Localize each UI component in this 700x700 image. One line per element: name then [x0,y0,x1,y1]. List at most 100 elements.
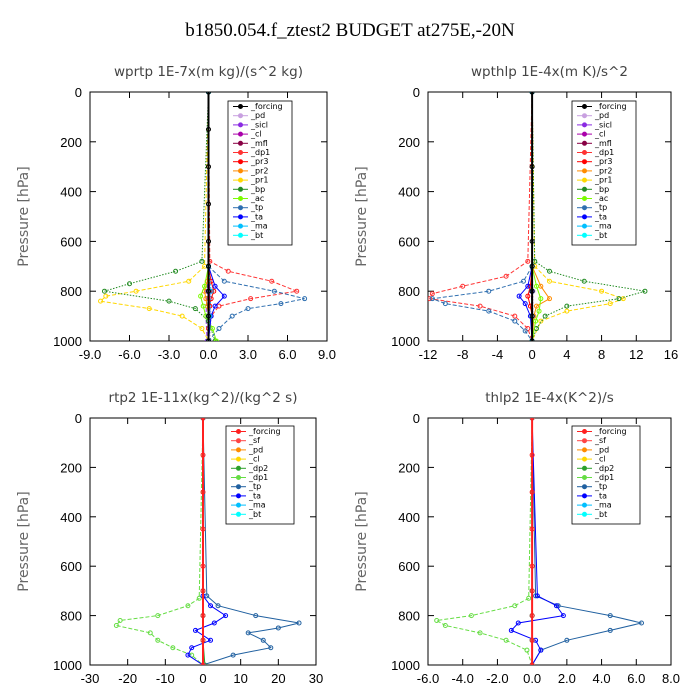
chart-3: rtp2 1E-11x(kg^2)/(kg^2 s) Pressure [hPa]… [16,390,323,686]
data-point-dp1 [434,618,440,624]
data-point-tp [607,627,613,633]
x-tick-label: 0.0 [199,347,217,362]
legend-marker [238,159,243,165]
legend-marker [236,447,241,453]
data-point-tp [296,620,302,626]
legend-label: _bp [594,185,609,194]
data-point-tp [216,326,222,332]
data-point-ta [560,613,566,619]
legend-label: _sf [248,436,260,445]
legend-marker [238,150,243,155]
data-point-ta [189,645,195,651]
series-line-bp [104,92,216,341]
data-point-forcing [529,338,535,341]
x-tick-label: 10 [233,671,247,686]
data-point-pr1 [564,308,570,314]
legend-label: _bt [250,231,263,240]
y-tick-label: 600 [398,559,420,574]
x-tick-label: -9.0 [79,347,101,362]
legend-label: _sf [594,436,606,445]
series-group [113,418,302,665]
legend-marker [238,186,243,192]
legend-marker [238,223,243,229]
legend-marker [582,465,587,471]
legend-marker [582,177,587,183]
legend-label: _bt [248,510,261,519]
legend-marker [238,214,243,220]
x-tick-label: 8 [598,347,605,362]
y-tick-label: 800 [398,284,420,299]
legend-label: _bt [594,231,607,240]
legend-marker [582,214,587,220]
legend-label: _pr3 [594,157,612,166]
figure-title: b1850.054.f_ztest2 BUDGET at275E,-20N [185,20,515,41]
data-point-forcing [200,563,206,569]
legend-label: _pr1 [250,176,268,185]
x-tick-label: 8.0 [662,671,680,686]
data-point-ta [223,613,229,619]
data-point-pr3 [525,293,531,299]
legend-marker [582,511,587,517]
y-tick-label: 1000 [391,658,420,673]
data-point-tp [564,637,570,643]
data-point-bp [127,281,132,287]
data-point-pr3 [211,288,217,294]
y-tick-label: 0 [413,411,420,426]
data-point-ta [212,283,218,289]
data-point-forcing [200,526,206,532]
data-point-pr1 [607,301,613,307]
y-tick-label: 400 [398,510,420,525]
data-point-tp [245,306,251,312]
data-point-forcing [529,164,535,170]
data-point-dp1 [512,603,518,609]
y-tick-label: 600 [398,234,420,249]
legend-marker [238,232,243,238]
data-point-forcing [529,92,535,95]
data-point-forcing [200,662,206,665]
series-line-dp1 [428,92,533,341]
x-tick-label: -8 [457,347,469,362]
legend-marker [236,438,241,444]
legend-label: _forcing [250,102,283,111]
y-tick-label: 1000 [391,334,420,349]
x-tick-label: 3.0 [239,347,257,362]
legend-marker [582,150,587,155]
data-point-pr1 [103,293,109,299]
data-point-ac [538,296,544,302]
data-point-ta [211,620,217,626]
y-tick-label: 1000 [53,334,82,349]
data-point-forcing [529,313,535,319]
legend-marker [582,493,587,499]
x-tick-label: 4.0 [593,671,611,686]
data-point-dp1 [147,630,153,636]
data-point-forcing [529,489,535,495]
data-point-dp1 [113,622,119,628]
data-point-ta [516,293,522,299]
legend-label: _forcing [594,427,627,436]
legend-marker [236,456,241,462]
data-point-dp1 [477,630,483,636]
data-point-tp [253,613,259,619]
legend-marker [582,223,587,229]
data-point-forcing [206,288,211,294]
chart-2: wpthlp 1E-4x(m K)/s^2 Pressure [hPa] 0 200 4… [354,64,678,362]
data-point-dp1 [155,613,161,619]
plot-title: wprtp 1E-7x(m kg)/(s^2 kg) [114,64,303,80]
legend-label: _ac [594,194,608,203]
chart-1: wprtp 1E-7x(m kg)/(s^2 kg) Pressure [hPa]… [16,64,336,362]
data-point-dp1 [196,595,202,601]
plot-frame [427,91,672,342]
x-tick-label: -4.0 [452,671,474,686]
y-tick-label: 0 [75,85,82,100]
data-point-ac [536,308,542,314]
data-point-dp1 [170,645,176,651]
legend-marker [236,475,241,480]
data-point-tp [607,613,613,619]
x-tick-label: -2.0 [486,671,508,686]
legend-label: _ma [594,501,612,510]
data-point-bp [581,278,587,284]
data-point-ac [209,326,215,332]
legend-marker [238,104,243,109]
data-point-forcing [529,613,535,619]
